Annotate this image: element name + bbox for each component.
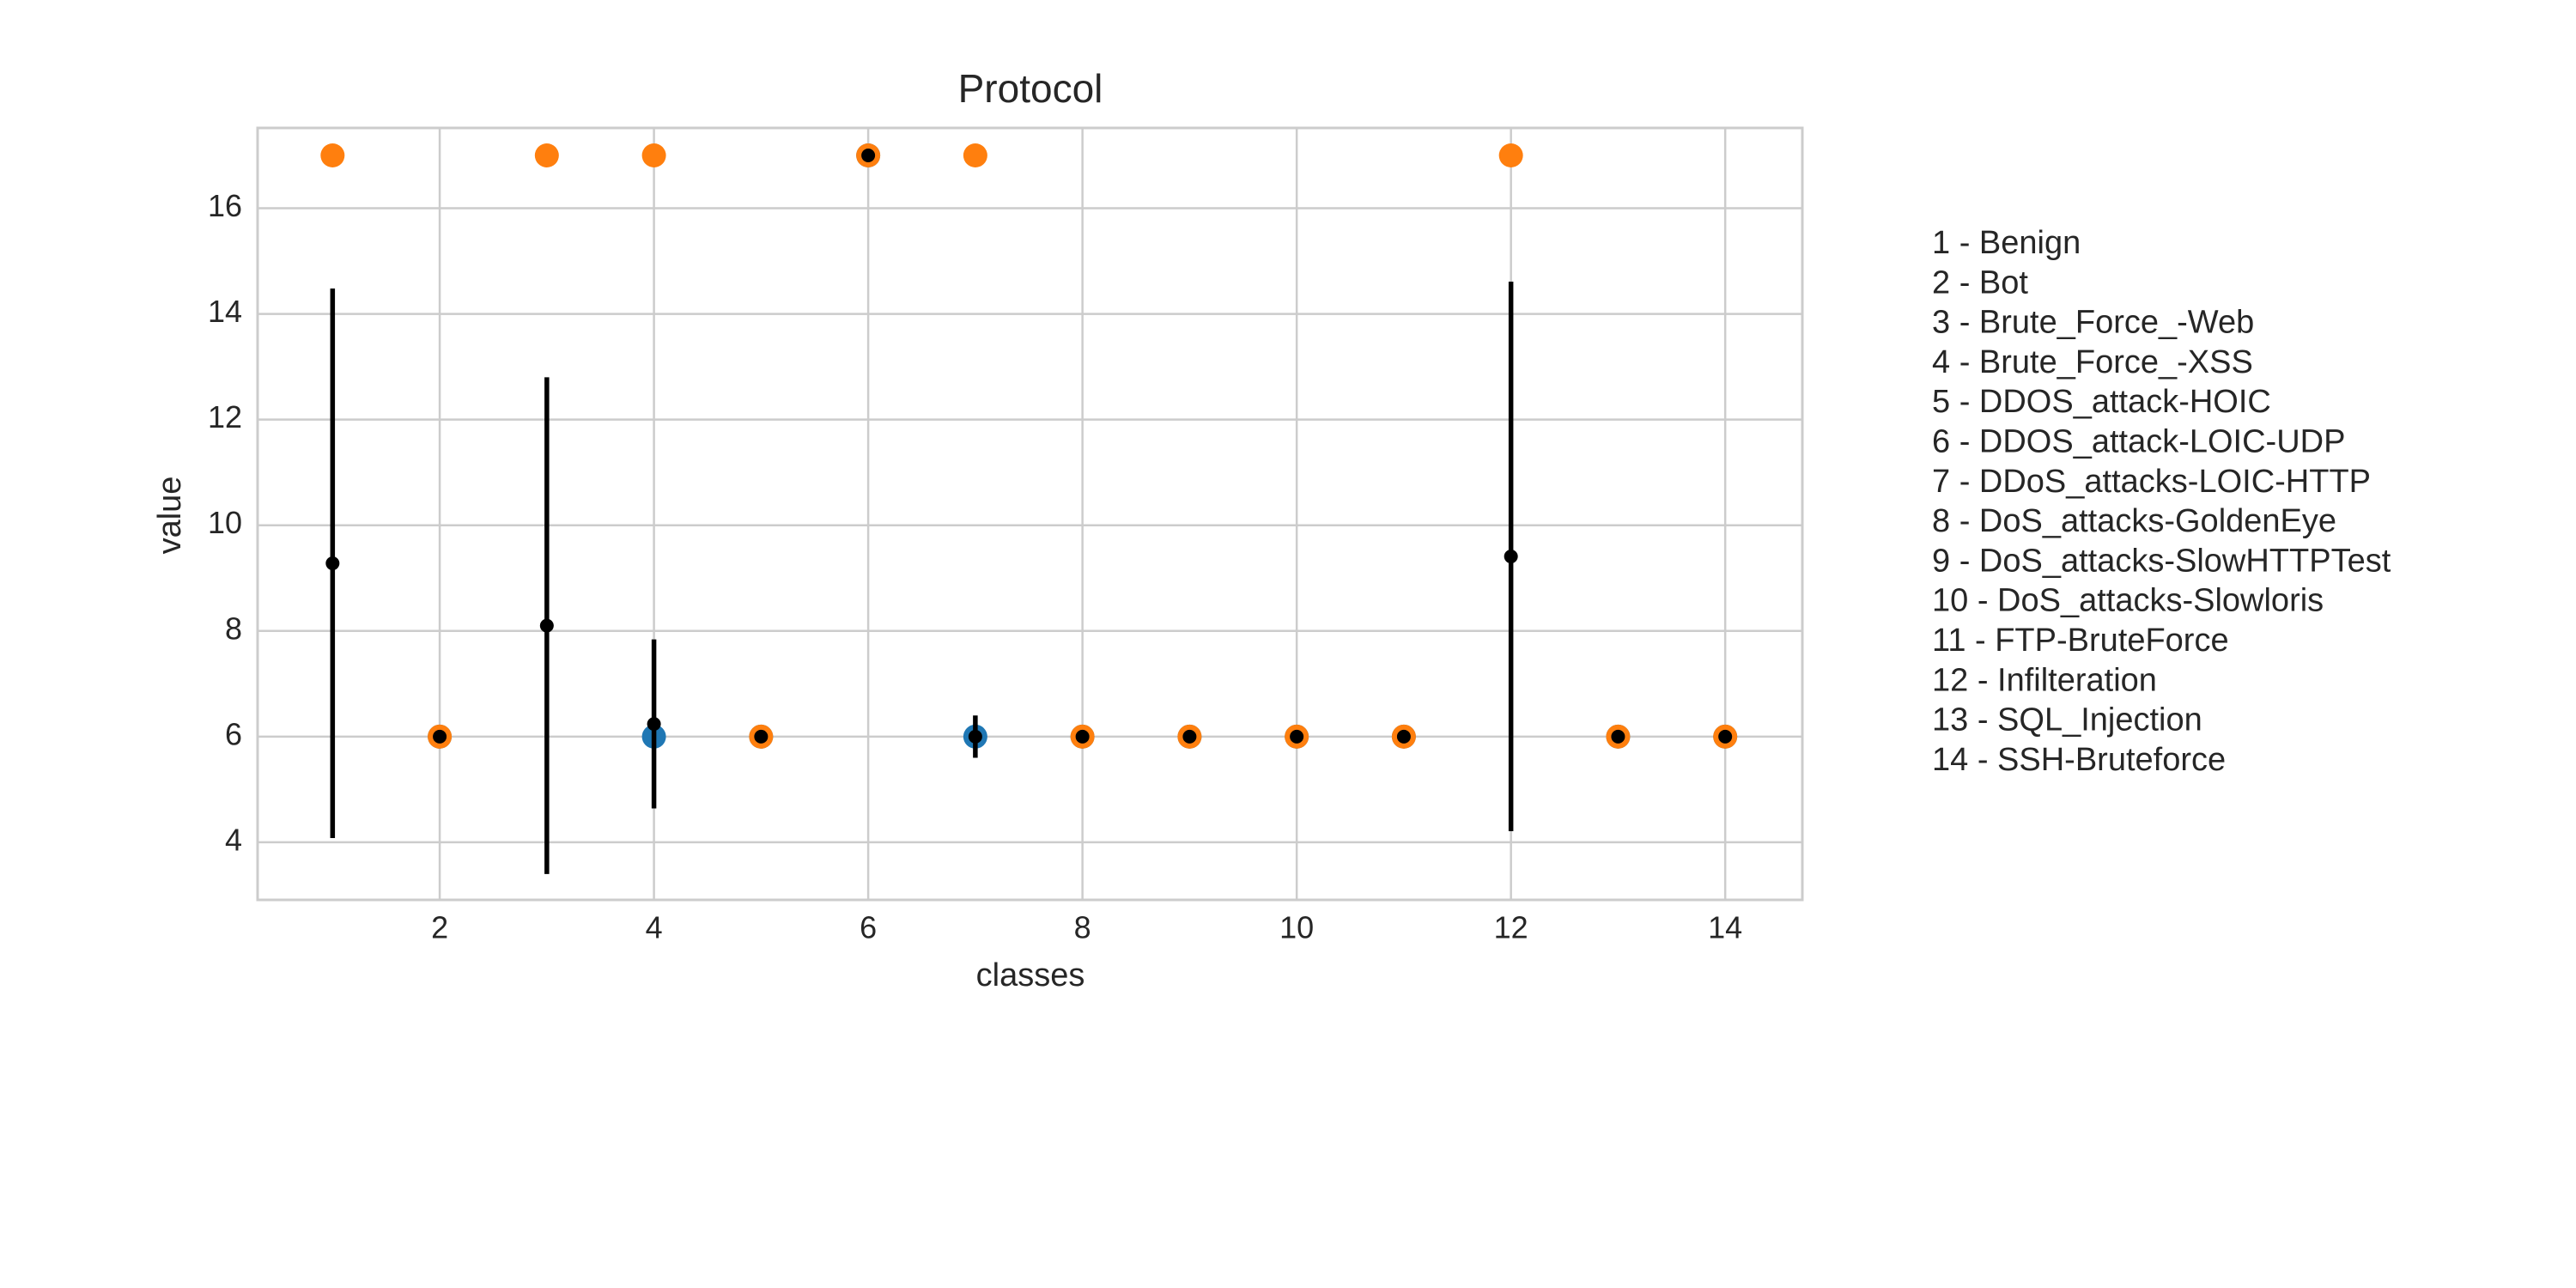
mean-point — [1182, 729, 1197, 744]
class-label: 5 - DDOS_attack-HOIC — [1932, 384, 2271, 420]
x-tick-label: 6 — [860, 910, 877, 945]
x-tick-label: 10 — [1279, 910, 1314, 945]
x-axis-label: classes — [976, 957, 1085, 993]
point — [641, 143, 666, 167]
class-label: 10 - DoS_attacks-Slowloris — [1932, 583, 2324, 619]
mean-point — [1396, 729, 1411, 744]
class-label: 6 - DDOS_attack-LOIC-UDP — [1932, 424, 2345, 460]
mean-point — [968, 729, 982, 744]
mean-point — [1504, 550, 1518, 564]
mean-point — [754, 729, 769, 744]
mean-point — [647, 717, 661, 732]
x-tick-label: 12 — [1494, 910, 1528, 945]
class-label: 1 - Benign — [1932, 225, 2081, 261]
x-tick-label: 4 — [646, 910, 663, 945]
mean-point — [861, 148, 876, 162]
class-label: 4 - Brute_Force_-XSS — [1932, 344, 2253, 380]
mean-point — [1075, 729, 1090, 744]
y-tick-label: 12 — [208, 399, 242, 434]
class-label: 11 - FTP-BruteForce — [1932, 623, 2229, 659]
y-axis-label: value — [152, 477, 188, 555]
mean-point — [1290, 729, 1304, 744]
y-tick-label: 8 — [225, 611, 242, 646]
y-tick-label: 10 — [208, 505, 242, 540]
class-label: 9 - DoS_attacks-SlowHTTPTest — [1932, 543, 2391, 579]
point — [963, 143, 987, 167]
point — [1498, 143, 1523, 167]
point — [320, 143, 345, 167]
x-tick-label: 2 — [431, 910, 448, 945]
class-label: 7 - DDoS_attacks-LOIC-HTTP — [1932, 464, 2371, 500]
plot-frame — [256, 126, 1804, 902]
mean-point — [1611, 729, 1625, 744]
class-label: 12 - Infilteration — [1932, 662, 2157, 698]
y-tick-label: 6 — [225, 716, 242, 751]
point — [534, 143, 559, 167]
y-tick-label: 14 — [208, 294, 242, 329]
chart-title: Protocol — [958, 66, 1103, 111]
y-tick-label: 4 — [225, 822, 242, 857]
x-tick-label: 14 — [1708, 910, 1742, 945]
class-label: 8 - DoS_attacks-GoldenEye — [1932, 503, 2336, 539]
mean-point — [539, 618, 554, 633]
mean-point — [433, 729, 447, 744]
class-label: 2 - Bot — [1932, 264, 2028, 301]
class-label: 13 - SQL_Injection — [1932, 702, 2202, 738]
x-tick-label: 8 — [1074, 910, 1091, 945]
class-label: 14 - SSH-Bruteforce — [1932, 742, 2226, 778]
mean-point — [325, 556, 340, 571]
mean-point — [1718, 729, 1733, 744]
class-label: 3 - Brute_Force_-Web — [1932, 305, 2254, 341]
y-tick-label: 16 — [208, 188, 242, 223]
